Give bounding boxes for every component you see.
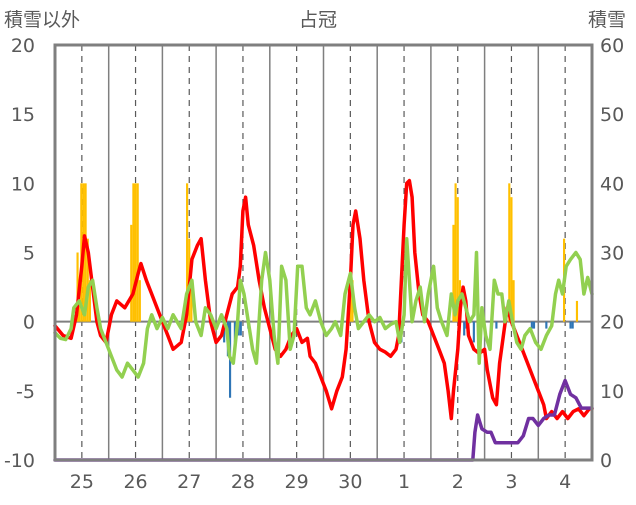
bar bbox=[545, 321, 548, 329]
y-tick-label: 10 bbox=[11, 173, 35, 195]
bar bbox=[512, 280, 515, 322]
bar bbox=[463, 321, 466, 336]
y2-tick-label: 0 bbox=[600, 450, 612, 472]
x-tick-label: 26 bbox=[123, 471, 147, 493]
bar bbox=[186, 183, 189, 322]
bar bbox=[134, 183, 137, 322]
bar bbox=[237, 321, 240, 336]
bar bbox=[510, 197, 513, 322]
bar bbox=[532, 321, 536, 329]
series-line-3 bbox=[53, 378, 594, 462]
bar bbox=[454, 183, 457, 322]
bar bbox=[132, 183, 135, 322]
x-tick-label: 30 bbox=[338, 471, 362, 493]
x-tick-label: 25 bbox=[70, 471, 94, 493]
right-axis-title: 積雪 bbox=[588, 9, 626, 31]
bar bbox=[136, 183, 139, 322]
y-tick-label: -5 bbox=[16, 381, 35, 403]
x-tick-label: 3 bbox=[505, 471, 517, 493]
left-axis-title: 積雪以外 bbox=[4, 9, 80, 31]
x-tick-label: 29 bbox=[285, 471, 309, 493]
bar bbox=[456, 197, 459, 322]
bar bbox=[452, 224, 455, 322]
y-tick-label: 20 bbox=[11, 35, 35, 57]
x-tick-label: 4 bbox=[559, 471, 571, 493]
line-layer bbox=[53, 178, 594, 462]
bar bbox=[76, 252, 79, 322]
bar bbox=[239, 321, 242, 336]
bar bbox=[130, 224, 133, 322]
x-tick-label: 27 bbox=[177, 471, 201, 493]
grid-layer bbox=[55, 45, 592, 460]
bar bbox=[88, 280, 91, 322]
bar bbox=[530, 321, 533, 329]
y2-tick-label: 40 bbox=[600, 173, 624, 195]
y2-tick-label: 60 bbox=[600, 35, 624, 57]
bar bbox=[138, 280, 141, 322]
y-tick-label: 5 bbox=[23, 243, 35, 265]
y2-tick-label: 30 bbox=[600, 243, 624, 265]
x-tick-label: 1 bbox=[398, 471, 410, 493]
chart-title: 占冠 bbox=[299, 9, 337, 31]
series-line-2 bbox=[53, 236, 594, 379]
bar bbox=[84, 183, 87, 322]
y-tick-label: 15 bbox=[11, 104, 35, 126]
series-line-1 bbox=[53, 178, 594, 421]
y2-tick-label: 50 bbox=[600, 104, 624, 126]
x-tick-label: 2 bbox=[452, 471, 464, 493]
bar bbox=[569, 321, 572, 329]
plot-frame bbox=[53, 43, 594, 462]
y2-tick-label: 20 bbox=[600, 312, 624, 334]
bar bbox=[495, 321, 498, 329]
y-tick-label: 0 bbox=[23, 312, 35, 334]
bar bbox=[575, 300, 579, 322]
y-tick-label: -10 bbox=[4, 450, 35, 472]
y2-tick-label: 10 bbox=[600, 381, 624, 403]
bar bbox=[86, 238, 89, 322]
bar bbox=[472, 321, 475, 343]
bar bbox=[508, 183, 511, 322]
bar bbox=[190, 280, 193, 322]
x-tick-label: 28 bbox=[231, 471, 255, 493]
frame-layer bbox=[53, 43, 594, 462]
bar bbox=[571, 321, 574, 329]
